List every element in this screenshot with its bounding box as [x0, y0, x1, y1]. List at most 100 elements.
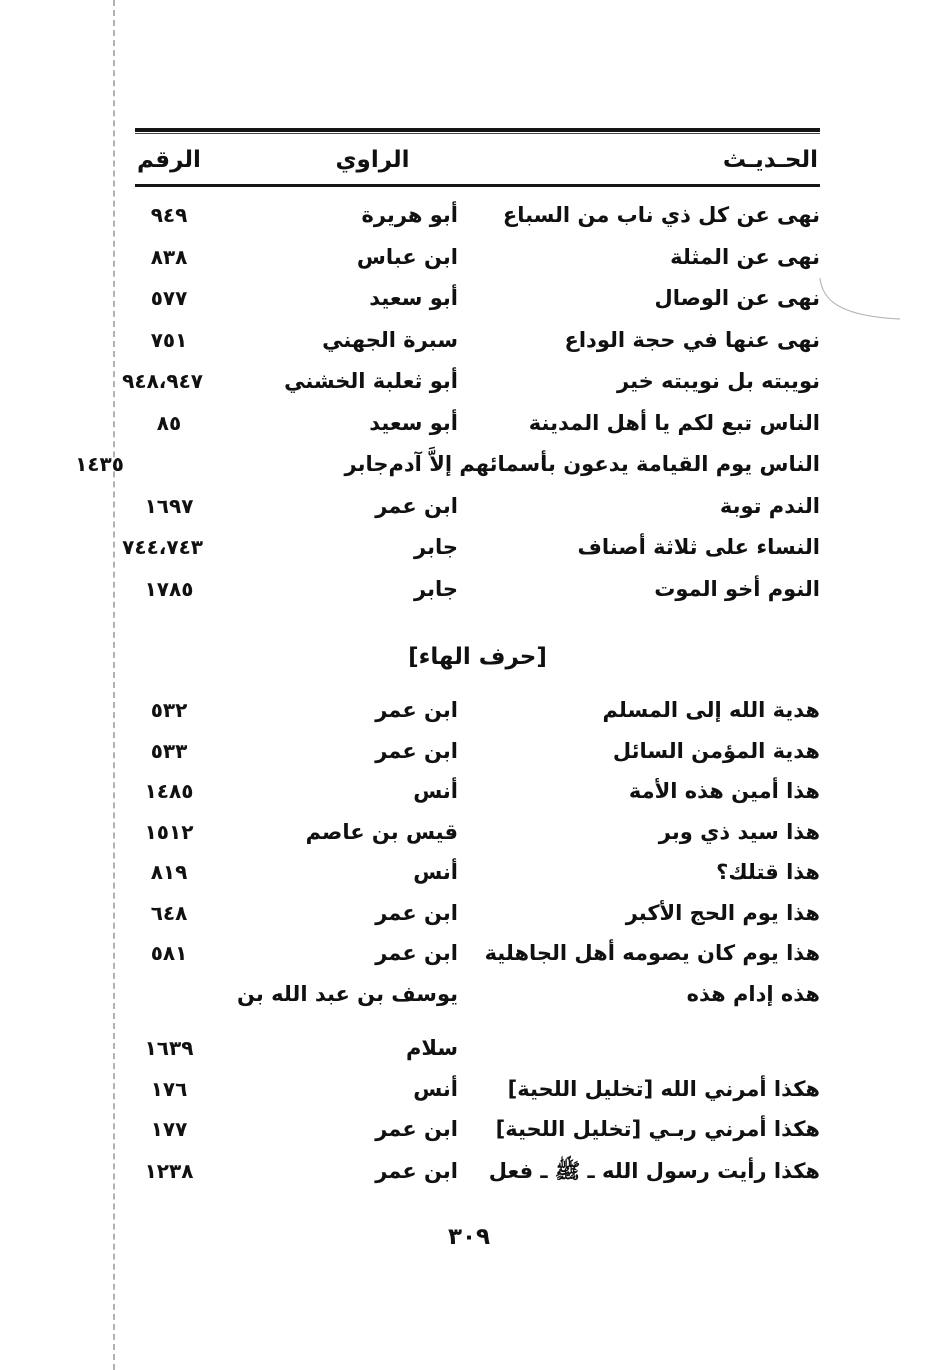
hadith-number: ٩٤٨،٩٤٧ [122, 369, 203, 393]
hadith-text: هذا قتلك؟ [716, 860, 820, 884]
table-row: النوم أخو الموت جابر ١٧٨٥ [135, 577, 820, 619]
hadith-text: هذه إدام هذه [686, 981, 820, 1006]
narrator-name: سلام [406, 1036, 458, 1060]
narrator-name: ابن عباس [356, 244, 458, 269]
narrator-name: ابن عمر [375, 493, 458, 518]
hadith-number: ٥٣٢ [150, 698, 188, 722]
page-number: ٣٠٩ [447, 1224, 491, 1250]
hadith-number: ٦٤٨ [150, 900, 188, 925]
hadith-text: الناس يوم القيامة يدعون بأسمائهم إلاَّ آ… [388, 452, 820, 476]
table-row: هكذا أمرني الله [تخليل اللحية] أنس ١٧٦ [135, 1077, 820, 1118]
hadith-number: ١٦٩٧ [144, 493, 194, 518]
hadith-number: ١٧٧ [150, 1117, 188, 1141]
table-row: الندم توبة ابن عمر ١٦٩٧ [135, 494, 820, 536]
table-row: نويبته بل نويبته خير أبو ثعلبة الخشني ٩٤… [122, 369, 820, 411]
table-row: هدية الله إلى المسلم ابن عمر ٥٣٢ [135, 698, 820, 739]
table-row: سلام ١٦٣٩ [135, 1036, 820, 1077]
hadith-text: نويبته بل نويبته خير [617, 369, 820, 393]
narrator-name: جابر [414, 535, 458, 559]
narrator-name: ابن عمر [375, 1158, 458, 1183]
table-row: هذا أمين هذه الأمة أنس ١٤٨٥ [135, 779, 820, 820]
table-row: نهى عنها في حجة الوداع سبرة الجهني ٧٥١ [135, 328, 820, 370]
column-header-hadith: الحـديـث [722, 147, 818, 173]
column-header-narrator: الراوي [335, 147, 410, 173]
narrator-name: أبو سعيد [369, 410, 458, 435]
hadith-text: هدية الله إلى المسلم [602, 698, 820, 722]
hadith-text: هذا أمين هذه الأمة [628, 779, 820, 803]
hadith-number: ٧٤٤،٧٤٣ [122, 535, 203, 559]
column-header-number: الرقم [137, 147, 201, 173]
rows-group-haa: هدية الله إلى المسلم ابن عمر ٥٣٢ هدية ال… [135, 698, 820, 1198]
table-row: الناس تبع لكم يا أهل المدينة أبو سعيد ٨٥ [135, 411, 820, 453]
narrator-name: أنس [413, 779, 458, 803]
page-binding-dashed-line [113, 0, 115, 1370]
hadith-number: ١٦٣٩ [144, 1036, 194, 1060]
narrator-name: أبو سعيد [369, 286, 458, 310]
table-row: نهى عن كل ذي ناب من السباع أبو هريرة ٩٤٩ [135, 203, 820, 245]
hadith-number: ١٢٣٨ [144, 1158, 194, 1183]
narrator-name: جابر [344, 452, 389, 476]
table-row: النساء على ثلاثة أصناف جابر ٧٤٤،٧٤٣ [122, 535, 820, 577]
rows-group-noon: نهى عن كل ذي ناب من السباع أبو هريرة ٩٤٩… [75, 203, 820, 619]
table-row: نهى عن الوصال أبو سعيد ٥٧٧ [135, 286, 820, 328]
section-heading-harf-alhaa: [حرف الهاء] [408, 644, 547, 670]
narrator-name: أنس [413, 1076, 458, 1101]
hadith-text: هكذا أمرني الله [تخليل اللحية] [507, 1076, 820, 1101]
scan-artifact-curve [819, 277, 901, 320]
table-row: هكذا أمرني ربـي [تخليل اللحية] ابن عمر ١… [135, 1117, 820, 1158]
table-row: نهى عن المثلة ابن عباس ٨٣٨ [135, 245, 820, 287]
hadith-text: النساء على ثلاثة أصناف [577, 535, 820, 559]
narrator-name: أبو هريرة [361, 203, 458, 227]
table-row: هذا قتلك؟ أنس ٨١٩ [135, 860, 820, 901]
narrator-name: سبرة الجهني [322, 327, 458, 352]
table-row: هذا يوم كان يصومه أهل الجاهلية ابن عمر ٥… [135, 941, 820, 982]
narrator-name: أبو ثعلبة الخشني [284, 369, 458, 393]
narrator-name: ابن عمر [375, 900, 458, 925]
table-row: هذه إدام هذه يوسف بن عبد الله بن [135, 982, 820, 1023]
hadith-text: هكذا أمرني ربـي [تخليل اللحية] [495, 1117, 820, 1141]
narrator-name: ابن عمر [375, 941, 458, 965]
hadith-number: ١٥١٢ [144, 819, 194, 844]
hadith-number: ٨٣٨ [150, 244, 188, 269]
narrator-name: ابن عمر [375, 738, 458, 763]
hadith-text: هكذا رأيت رسول الله ـ ﷺ ـ فعل [488, 1158, 820, 1183]
narrator-name: ابن عمر [375, 1117, 458, 1141]
hadith-text: هدية المؤمن السائل [612, 738, 820, 763]
hadith-number: ٨٥ [156, 410, 182, 435]
hadith-number: ١٧٦ [150, 1076, 188, 1101]
hadith-text: الندم توبة [719, 493, 820, 518]
hadith-number: ١٤٣٥ [75, 452, 124, 476]
table-row: هذا يوم الحج الأكبر ابن عمر ٦٤٨ [135, 901, 820, 942]
table-top-rule [135, 128, 820, 134]
narrator-name: جابر [414, 576, 458, 601]
table-row: الناس يوم القيامة يدعون بأسمائهم إلاَّ آ… [75, 452, 820, 494]
hadith-number: ١٧٨٥ [144, 576, 194, 601]
hadith-text: الناس تبع لكم يا أهل المدينة [528, 410, 820, 435]
table-row: هدية المؤمن السائل ابن عمر ٥٣٣ [135, 739, 820, 780]
hadith-number: ٥٨١ [150, 941, 188, 965]
hadith-text: نهى عن كل ذي ناب من السباع [502, 203, 820, 227]
hadith-text: هذا سيد ذي وبر [658, 819, 820, 844]
narrator-name: يوسف بن عبد الله بن [237, 981, 458, 1006]
table-header-rule [135, 184, 820, 187]
hadith-text: نهى عنها في حجة الوداع [564, 327, 820, 352]
hadith-number: ٩٤٩ [150, 203, 188, 227]
hadith-text: هذا يوم كان يصومه أهل الجاهلية [484, 941, 820, 965]
hadith-text: نهى عن المثلة [670, 244, 820, 269]
narrator-name: ابن عمر [375, 698, 458, 722]
hadith-index-table: الحـديـث الراوي الرقم نهى عن كل ذي ناب م… [75, 128, 820, 1198]
hadith-number: ٨١٩ [150, 860, 188, 884]
narrator-name: قيس بن عاصم [305, 819, 458, 844]
table-row: هذا سيد ذي وبر قيس بن عاصم ١٥١٢ [135, 820, 820, 861]
table-row: هكذا رأيت رسول الله ـ ﷺ ـ فعل ابن عمر ١٢… [135, 1158, 820, 1199]
hadith-number: ١٤٨٥ [144, 779, 194, 803]
hadith-number: ٥٣٣ [150, 738, 188, 763]
hadith-text: نهى عن الوصال [654, 286, 820, 310]
narrator-name: أنس [413, 860, 458, 884]
hadith-number: ٧٥١ [150, 327, 188, 352]
hadith-number: ٥٧٧ [150, 286, 188, 310]
hadith-text: النوم أخو الموت [654, 576, 820, 601]
table-header-row: الحـديـث الراوي الرقم [135, 134, 820, 184]
hadith-text: هذا يوم الحج الأكبر [625, 900, 820, 925]
